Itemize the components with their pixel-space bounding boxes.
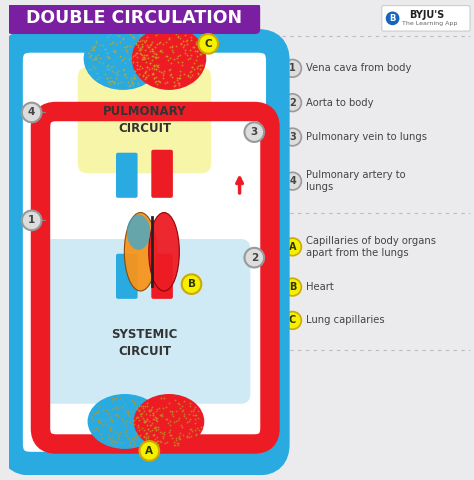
Text: Aorta to body: Aorta to body bbox=[306, 98, 374, 108]
FancyBboxPatch shape bbox=[116, 153, 137, 198]
Circle shape bbox=[284, 60, 301, 77]
Circle shape bbox=[284, 94, 301, 111]
Text: Pulmonary artery to
lungs: Pulmonary artery to lungs bbox=[306, 170, 406, 192]
Ellipse shape bbox=[124, 213, 157, 291]
Circle shape bbox=[182, 275, 201, 294]
FancyBboxPatch shape bbox=[78, 67, 211, 173]
Ellipse shape bbox=[149, 213, 179, 291]
Text: B: B bbox=[289, 282, 296, 292]
Text: Vena cava from body: Vena cava from body bbox=[306, 63, 411, 73]
Text: 4: 4 bbox=[289, 176, 296, 186]
FancyBboxPatch shape bbox=[151, 254, 173, 299]
Circle shape bbox=[139, 441, 159, 461]
FancyBboxPatch shape bbox=[382, 6, 470, 31]
FancyBboxPatch shape bbox=[9, 37, 280, 466]
Ellipse shape bbox=[88, 394, 162, 449]
Circle shape bbox=[386, 12, 400, 25]
Text: DOUBLE CIRCULATION: DOUBLE CIRCULATION bbox=[26, 9, 242, 27]
Circle shape bbox=[284, 238, 301, 256]
Ellipse shape bbox=[134, 394, 204, 449]
Ellipse shape bbox=[83, 27, 162, 90]
Circle shape bbox=[199, 34, 218, 54]
Circle shape bbox=[22, 211, 41, 230]
Text: 1: 1 bbox=[289, 63, 296, 73]
Text: Lung capillaries: Lung capillaries bbox=[306, 315, 385, 325]
Circle shape bbox=[284, 172, 301, 190]
Circle shape bbox=[284, 312, 301, 329]
Text: Capillaries of body organs
apart from the lungs: Capillaries of body organs apart from th… bbox=[306, 236, 436, 258]
FancyBboxPatch shape bbox=[116, 254, 137, 299]
Text: C: C bbox=[204, 39, 212, 49]
Text: The Learning App: The Learning App bbox=[402, 21, 458, 26]
Text: 2: 2 bbox=[251, 252, 258, 263]
Ellipse shape bbox=[132, 27, 206, 90]
Text: Pulmonary vein to lungs: Pulmonary vein to lungs bbox=[306, 132, 427, 142]
Text: 3: 3 bbox=[251, 127, 258, 137]
Text: BYJU'S: BYJU'S bbox=[409, 11, 445, 20]
Text: Heart: Heart bbox=[306, 282, 334, 292]
Text: A: A bbox=[289, 242, 296, 252]
Text: 2: 2 bbox=[289, 98, 296, 108]
Text: B: B bbox=[188, 279, 195, 289]
Text: 1: 1 bbox=[28, 216, 35, 226]
Circle shape bbox=[245, 248, 264, 267]
Text: A: A bbox=[146, 446, 154, 456]
Text: PULMONARY
CIRCUIT: PULMONARY CIRCUIT bbox=[103, 105, 186, 135]
FancyBboxPatch shape bbox=[151, 150, 173, 198]
Text: SYSTEMIC
CIRCUIT: SYSTEMIC CIRCUIT bbox=[111, 328, 178, 358]
Text: 4: 4 bbox=[28, 108, 36, 118]
Circle shape bbox=[284, 128, 301, 146]
Text: 3: 3 bbox=[289, 132, 296, 142]
Circle shape bbox=[284, 278, 301, 296]
FancyBboxPatch shape bbox=[7, 2, 260, 34]
Text: C: C bbox=[289, 315, 296, 325]
FancyBboxPatch shape bbox=[38, 239, 250, 404]
Circle shape bbox=[22, 103, 41, 122]
Ellipse shape bbox=[127, 215, 150, 250]
Text: B: B bbox=[390, 14, 396, 23]
Circle shape bbox=[245, 122, 264, 142]
